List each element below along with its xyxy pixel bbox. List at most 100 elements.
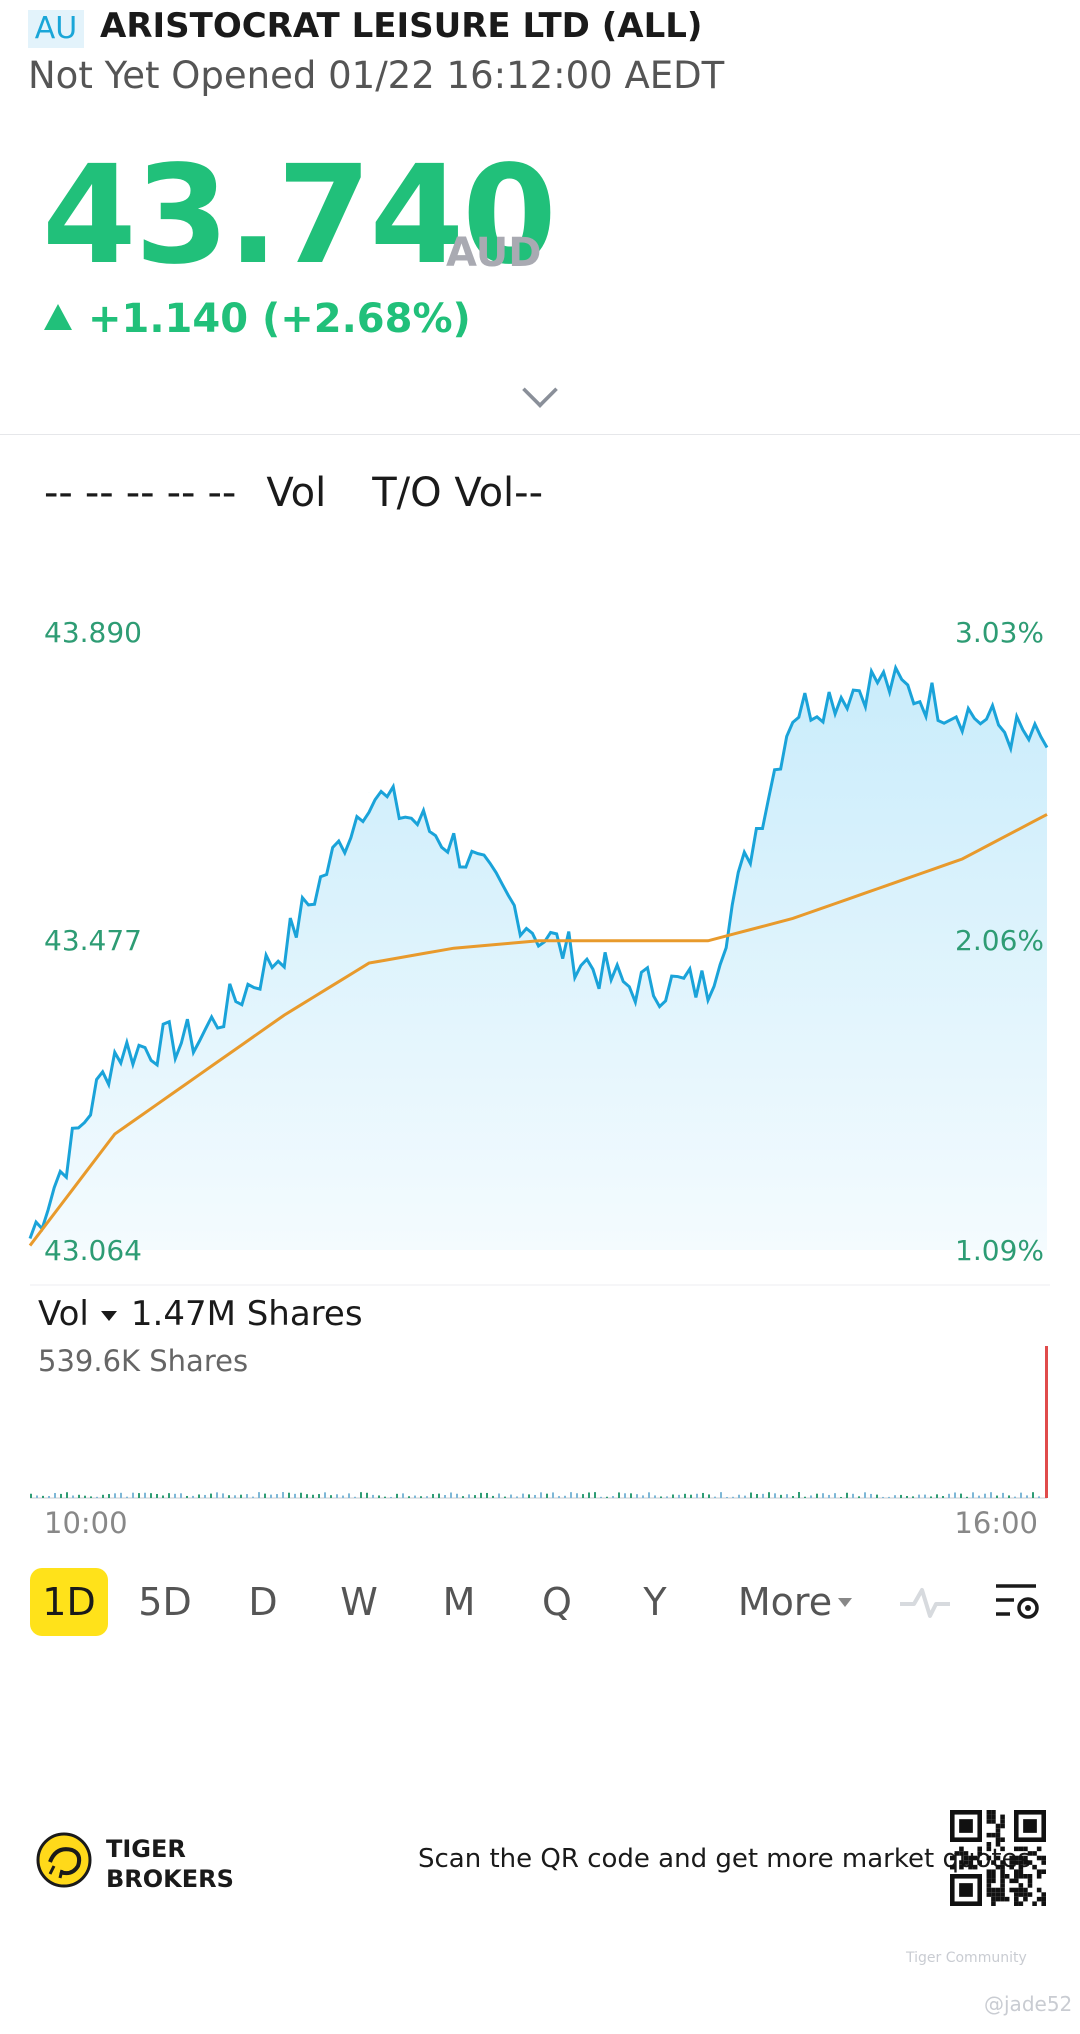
- volume-bar: [354, 1496, 356, 1498]
- volume-bar: [972, 1492, 974, 1498]
- ma-placeholder: --: [84, 470, 114, 516]
- volume-bar: [864, 1492, 866, 1498]
- volume-bar: [774, 1493, 776, 1498]
- volume-bar: [432, 1494, 434, 1498]
- volume-bar-closing: [1045, 1346, 1048, 1498]
- volume-bar: [654, 1495, 656, 1498]
- volume-bar: [588, 1492, 590, 1498]
- volume-bar: [72, 1495, 74, 1498]
- volume-bar: [186, 1495, 188, 1498]
- volume-bar: [324, 1492, 326, 1498]
- volume-bar: [984, 1493, 986, 1498]
- period-more[interactable]: More: [730, 1568, 860, 1636]
- volume-bar: [552, 1492, 554, 1498]
- ma-placeholder: --: [44, 470, 73, 516]
- volume-bar: [240, 1494, 242, 1498]
- period-quarter[interactable]: Q: [542, 1580, 572, 1624]
- average-price-line: [28, 813, 1048, 1247]
- y-axis-left-bottom: 43.064: [44, 1234, 142, 1267]
- volume-bar: [486, 1492, 488, 1498]
- volume-bar: [294, 1493, 296, 1498]
- period-selector: 1D 5D D W M Q Y More: [30, 1568, 1060, 1638]
- volume-bar: [624, 1493, 626, 1498]
- up-arrow-icon: [44, 304, 72, 330]
- volume-bar: [810, 1495, 812, 1498]
- volume-bar: [120, 1492, 122, 1498]
- volume-bar: [78, 1494, 80, 1498]
- volume-bar: [336, 1494, 338, 1498]
- volume-bar: [960, 1493, 962, 1498]
- volume-bar: [822, 1493, 824, 1498]
- volume-bar: [60, 1493, 62, 1498]
- volume-bar: [132, 1492, 134, 1498]
- volume-bar: [30, 1493, 32, 1498]
- y-axis-right-mid: 2.06%: [955, 924, 1044, 957]
- volume-bar: [612, 1496, 614, 1498]
- volume-bar: [426, 1496, 428, 1498]
- volume-bar: [342, 1495, 344, 1498]
- line-chart-icon[interactable]: [896, 1568, 952, 1636]
- volume-bar: [1008, 1495, 1010, 1498]
- volume-bar: [96, 1496, 98, 1498]
- qr-cta-text: Scan the QR code and get more market quo…: [418, 1844, 1032, 1874]
- volume-bar: [528, 1494, 530, 1498]
- market-status: Not Yet Opened 01/22 16:12:00 AEDT: [28, 54, 725, 97]
- volume-bar: [780, 1494, 782, 1498]
- author-handle: @jade52: [984, 1992, 1073, 2016]
- x-axis-end: 16:00: [954, 1506, 1038, 1540]
- stock-name: ARISTOCRAT LEISURE LTD (ALL): [100, 6, 703, 46]
- price-change-value: +1.140 (+2.68%): [88, 296, 471, 342]
- period-month[interactable]: M: [442, 1580, 476, 1624]
- period-1d[interactable]: 1D: [30, 1568, 108, 1636]
- volume-bar: [870, 1493, 872, 1498]
- y-axis-left-top: 43.890: [44, 616, 142, 649]
- volume-bar: [666, 1496, 668, 1498]
- volume-bar: [792, 1496, 794, 1498]
- qr-code: [950, 1810, 1046, 1906]
- volume-bar: [1032, 1492, 1034, 1498]
- price-line: [28, 663, 1049, 1240]
- volume-bar: [276, 1494, 278, 1498]
- volume-bar: [744, 1495, 746, 1498]
- volume-header[interactable]: Vol 1.47M Shares: [38, 1294, 363, 1334]
- volume-bar: [762, 1493, 764, 1498]
- period-day[interactable]: D: [248, 1580, 278, 1624]
- volume-bar: [192, 1495, 194, 1498]
- period-week[interactable]: W: [340, 1580, 378, 1624]
- period-5d[interactable]: 5D: [138, 1580, 192, 1624]
- vol-indicator-label: Vol: [266, 470, 327, 516]
- volume-bar: [840, 1496, 842, 1498]
- volume-bar: [594, 1492, 596, 1498]
- volume-bar: [300, 1492, 302, 1498]
- volume-total: 1.47M Shares: [130, 1294, 363, 1334]
- volume-bar: [288, 1492, 290, 1498]
- indicator-settings-icon[interactable]: [992, 1568, 1042, 1636]
- y-axis-right-top: 3.03%: [955, 616, 1044, 649]
- volume-bar: [504, 1496, 506, 1498]
- volume-bar: [366, 1492, 368, 1498]
- brand-line-1: TIGER: [106, 1835, 186, 1863]
- volume-bar: [942, 1496, 944, 1498]
- volume-bar: [66, 1492, 68, 1498]
- market-badge: AU: [28, 10, 84, 48]
- price-area: [30, 667, 1047, 1250]
- turnover-label: T/O Vol--: [372, 470, 544, 516]
- volume-bar: [306, 1494, 308, 1498]
- indicator-row[interactable]: -- -- -- -- -- Vol T/O Vol--: [44, 470, 569, 516]
- volume-bar: [108, 1494, 110, 1498]
- price-plot: [28, 663, 1049, 1250]
- volume-bar: [618, 1492, 620, 1498]
- volume-bar: [468, 1494, 470, 1498]
- volume-bar: [750, 1492, 752, 1498]
- volume-bar: [102, 1494, 104, 1498]
- volume-bar: [786, 1494, 788, 1498]
- volume-bar: [564, 1495, 566, 1498]
- volume-bar: [678, 1494, 680, 1498]
- volume-bar: [180, 1493, 182, 1498]
- volume-bar: [918, 1494, 920, 1498]
- volume-bar: [264, 1493, 266, 1498]
- period-year[interactable]: Y: [643, 1580, 667, 1624]
- volume-bar: [318, 1494, 320, 1498]
- volume-bar: [888, 1496, 890, 1498]
